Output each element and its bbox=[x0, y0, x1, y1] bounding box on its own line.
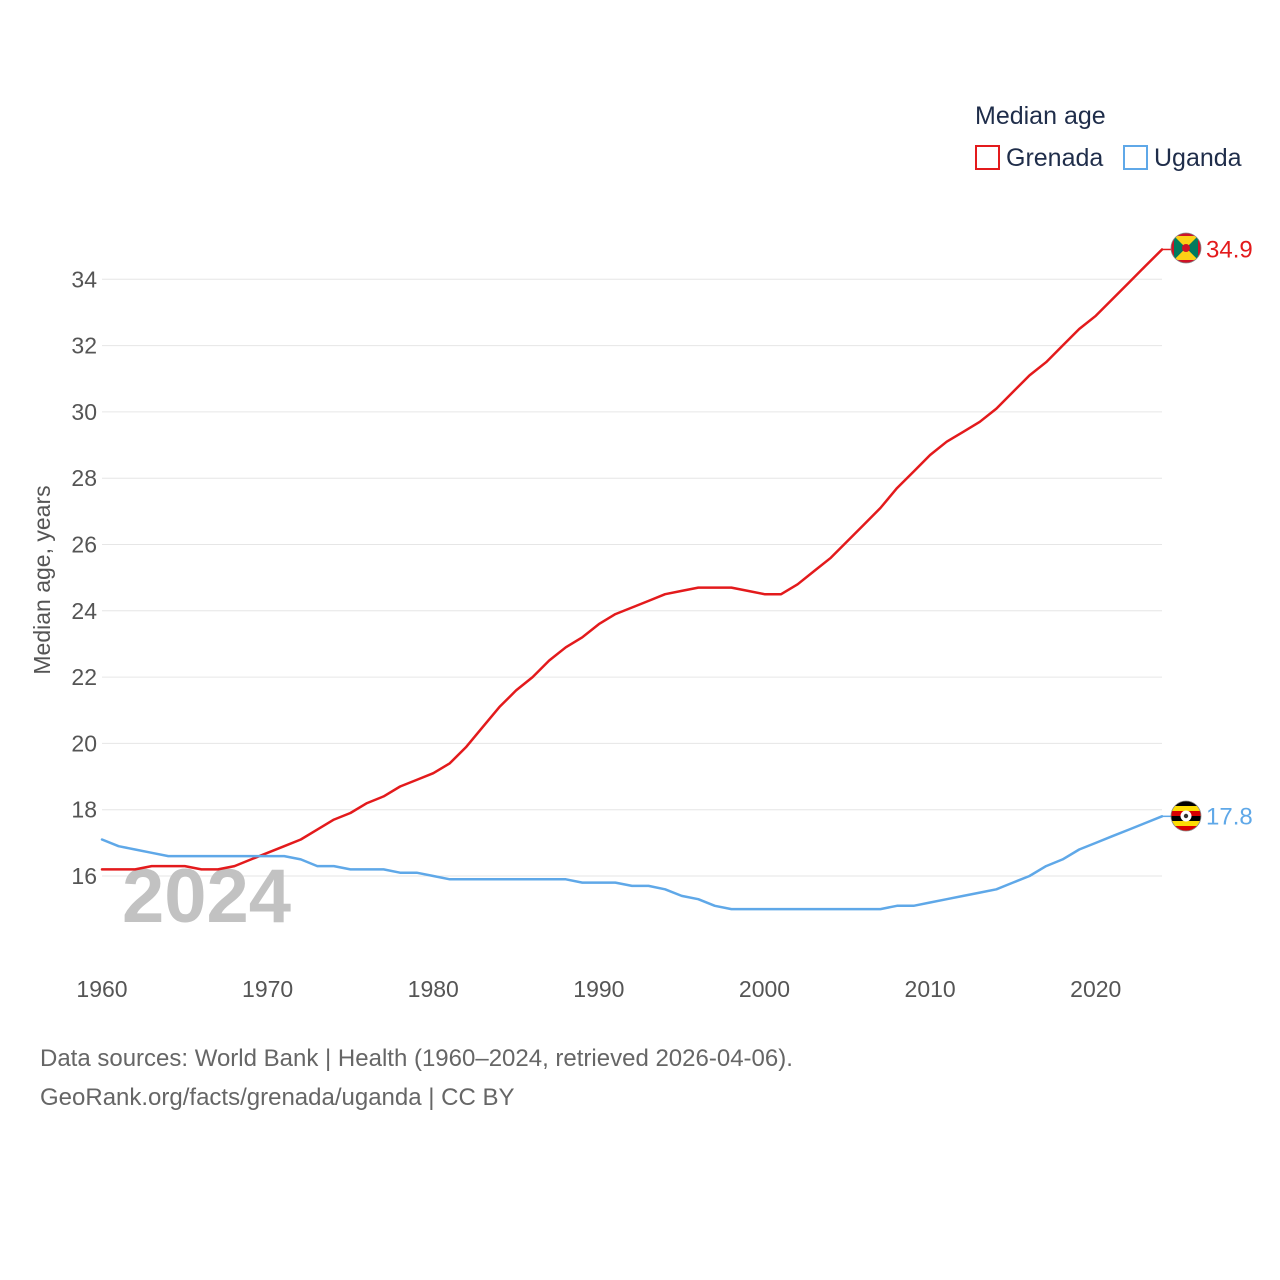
legend-item-grenada[interactable]: Grenada bbox=[975, 144, 1103, 172]
x-tick-label: 1970 bbox=[242, 976, 293, 1002]
y-axis-title: Median age, years bbox=[29, 485, 55, 674]
series-end-markers: 34.9 17.8 bbox=[1162, 236, 1253, 830]
legend-swatch-grenada bbox=[975, 145, 1000, 170]
uganda-flag-icon bbox=[1171, 801, 1201, 831]
legend-item-uganda[interactable]: Uganda bbox=[1123, 144, 1242, 172]
data-source-note: Data sources: World Bank | Health (1960–… bbox=[40, 1045, 793, 1072]
x-tick-label: 1990 bbox=[573, 976, 624, 1002]
end-label-grenada: 34.9 bbox=[1206, 236, 1253, 263]
series-line-uganda bbox=[100, 815, 1164, 911]
y-tick-label: 22 bbox=[71, 664, 97, 690]
x-tick-label: 1960 bbox=[76, 976, 127, 1002]
x-tick-label: 2020 bbox=[1070, 976, 1121, 1002]
y-tick-label: 32 bbox=[71, 333, 97, 359]
grenada-flag-ring bbox=[1170, 232, 1202, 264]
end-label-uganda: 17.8 bbox=[1206, 803, 1253, 830]
attribution-link[interactable]: GeoRank.org/facts/grenada/uganda | CC BY bbox=[40, 1084, 515, 1111]
x-axis-tick-labels: 1960 1970 1980 1990 2000 2010 2020 bbox=[76, 976, 1121, 1002]
series-line-grenada bbox=[100, 248, 1164, 871]
x-tick-label: 2010 bbox=[905, 976, 956, 1002]
y-tick-label: 26 bbox=[71, 532, 97, 558]
y-tick-label: 18 bbox=[71, 797, 97, 823]
y-tick-label: 20 bbox=[71, 730, 97, 756]
series-lines bbox=[100, 248, 1164, 911]
y-axis-tick-labels: 16 18 20 22 24 26 28 30 32 34 bbox=[71, 266, 97, 889]
legend-swatch-uganda bbox=[1123, 145, 1148, 170]
x-tick-label: 2000 bbox=[739, 976, 790, 1002]
y-gridlines bbox=[102, 278, 1162, 877]
y-tick-label: 24 bbox=[71, 598, 97, 624]
legend: Median age Grenada Uganda bbox=[975, 102, 1242, 172]
y-tick-label: 34 bbox=[71, 266, 97, 292]
legend-label-uganda: Uganda bbox=[1154, 144, 1242, 172]
uganda-flag-ring bbox=[1170, 800, 1202, 832]
legend-label-grenada: Grenada bbox=[1006, 144, 1103, 172]
x-tick-label: 1980 bbox=[408, 976, 459, 1002]
y-tick-label: 28 bbox=[71, 465, 97, 491]
grenada-flag-icon bbox=[1171, 233, 1201, 263]
y-tick-label: 30 bbox=[71, 399, 97, 425]
y-tick-label: 16 bbox=[71, 863, 97, 889]
legend-title: Median age bbox=[975, 102, 1106, 130]
